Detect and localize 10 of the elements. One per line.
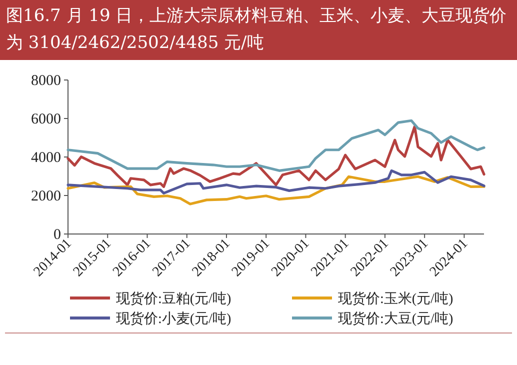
legend-label: 现货价:豆粕(元/吨) — [116, 291, 232, 307]
legend-label: 现货价:大豆(元/吨) — [338, 311, 454, 327]
chart-title: 图16.7 月 19 日，上游大宗原材料豆粕、玉米、小麦、大豆现货价为 3104/2462/2502/4485 元/吨 — [0, 0, 517, 60]
y-tick-label: 0 — [54, 227, 61, 243]
legend-label: 现货价:玉米(元/吨) — [338, 291, 454, 307]
y-tick-label: 8000 — [31, 73, 61, 89]
y-tick-label: 4000 — [31, 150, 61, 166]
legend-label: 现货价:小麦(元/吨) — [116, 311, 232, 327]
y-tick-label: 6000 — [31, 112, 61, 128]
y-tick-label: 2000 — [31, 188, 61, 204]
